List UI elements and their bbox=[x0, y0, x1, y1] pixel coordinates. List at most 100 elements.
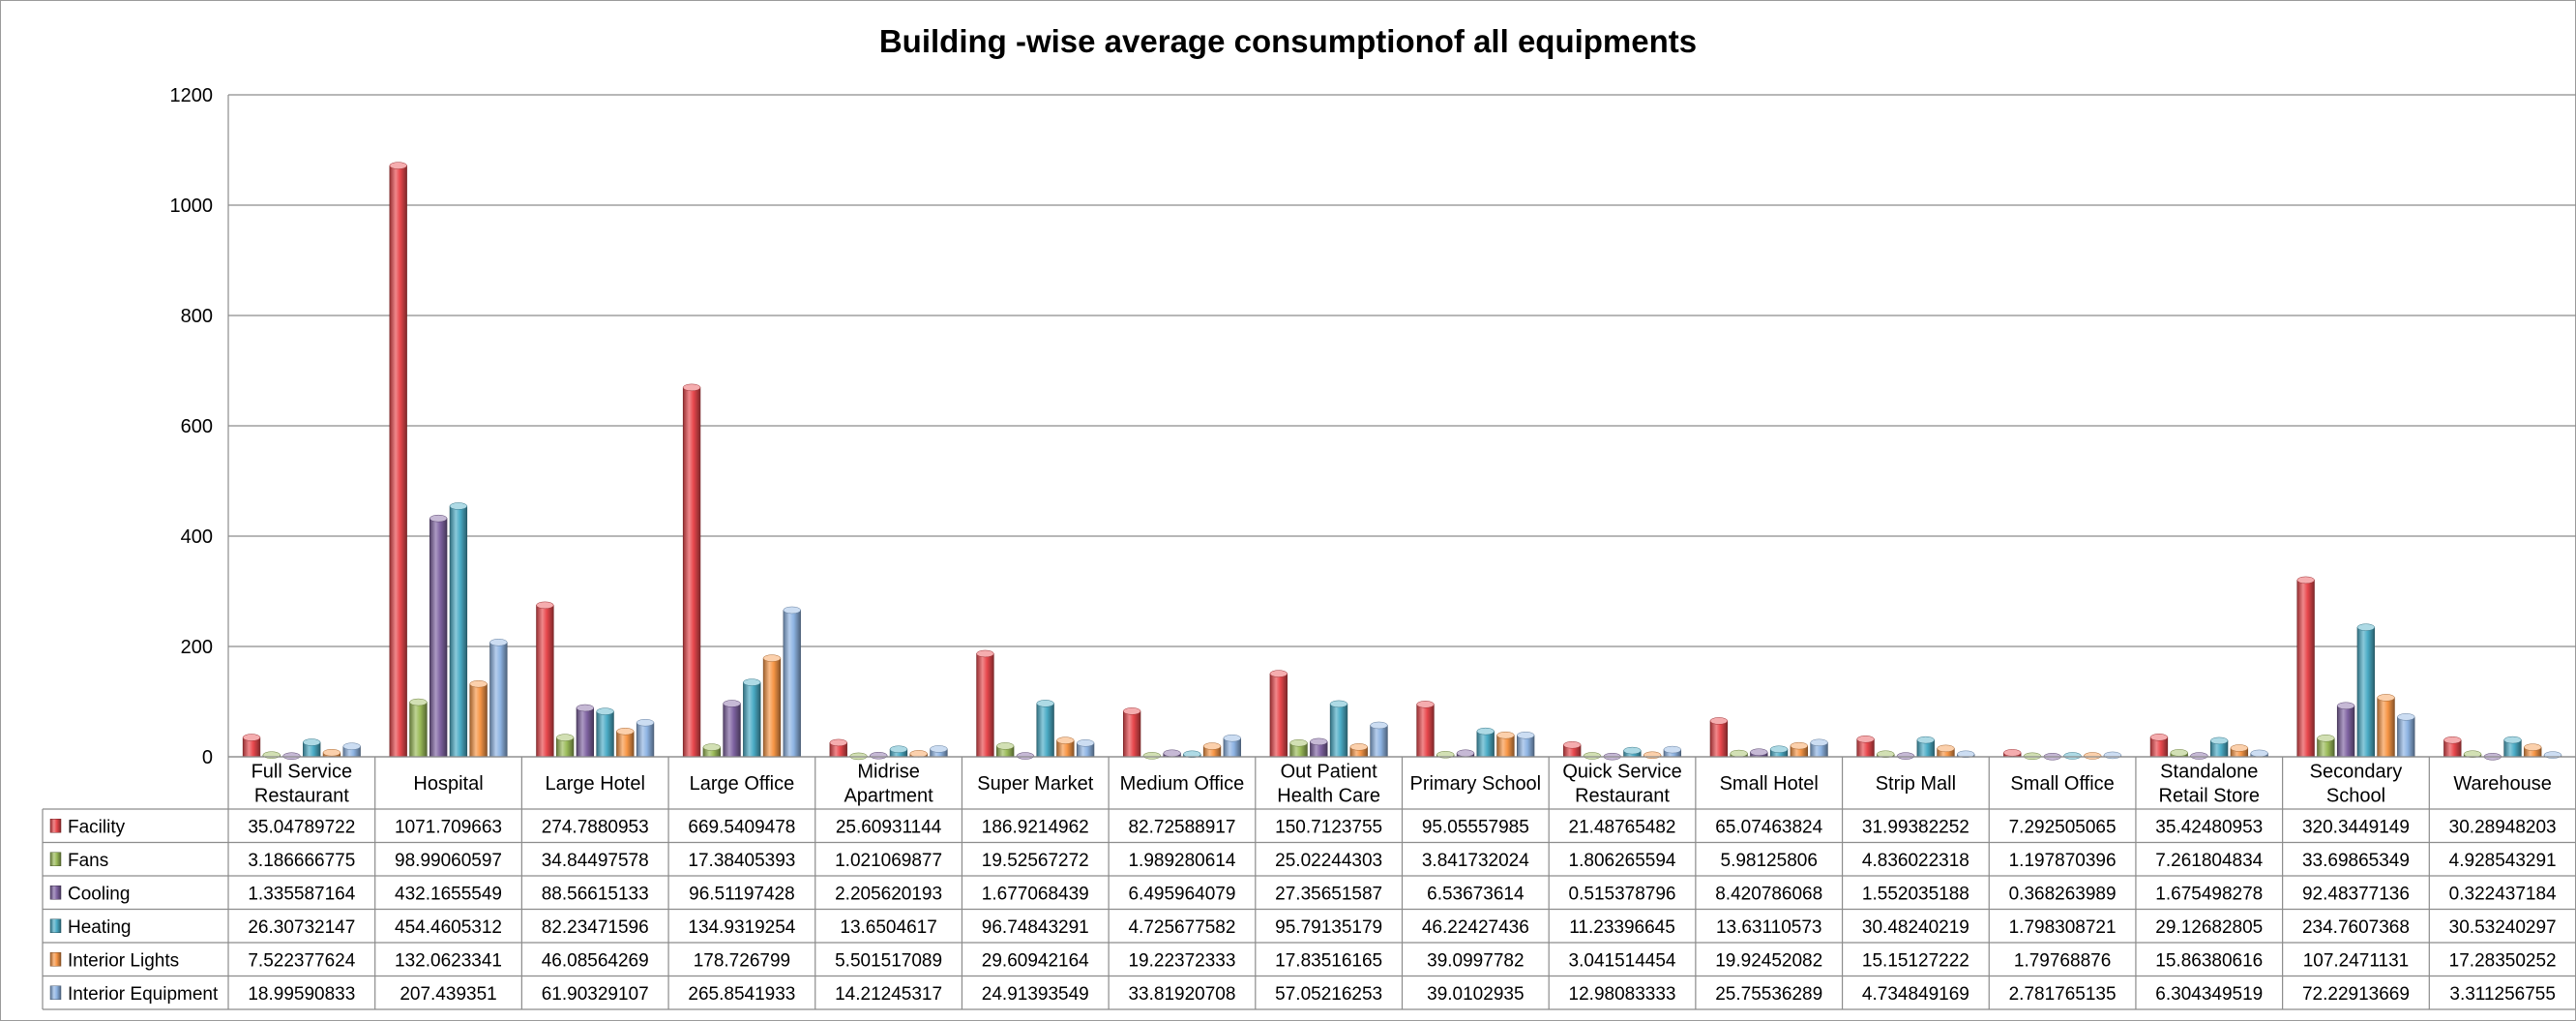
bar bbox=[2377, 697, 2395, 758]
x-category-label: Large Hotel bbox=[546, 773, 645, 795]
bar bbox=[2397, 716, 2415, 758]
bar bbox=[2296, 580, 2315, 758]
data-label: 2.781765135 bbox=[2009, 984, 2117, 1005]
data-label: 1.021069877 bbox=[835, 851, 942, 871]
y-tick-label: 1200 bbox=[170, 85, 214, 106]
bar bbox=[1370, 725, 1388, 758]
data-label: 17.38405393 bbox=[688, 851, 795, 871]
legend-label: Cooling bbox=[68, 884, 130, 904]
bar-top bbox=[723, 700, 741, 707]
data-label: 29.12682805 bbox=[2155, 917, 2263, 938]
bar-top bbox=[2084, 752, 2102, 760]
bar bbox=[723, 703, 741, 758]
data-label: 1.677068439 bbox=[982, 884, 1089, 904]
data-label: 3.311256755 bbox=[2449, 984, 2556, 1005]
legend-key bbox=[49, 852, 62, 866]
bar-top bbox=[2463, 750, 2482, 758]
data-label: 0.368263989 bbox=[2009, 884, 2117, 904]
data-label: 5.501517089 bbox=[835, 950, 942, 971]
bar bbox=[409, 702, 428, 758]
bar bbox=[1036, 703, 1054, 758]
data-label: 13.63110573 bbox=[1716, 917, 1822, 938]
bar bbox=[429, 518, 448, 758]
data-label: 0.515378796 bbox=[1569, 884, 1676, 904]
data-label: 30.28948203 bbox=[2449, 817, 2557, 837]
data-label: 4.725677582 bbox=[1128, 917, 1235, 938]
bar bbox=[1269, 673, 1288, 758]
x-category-label: Standalone bbox=[2160, 762, 2258, 783]
bar-top bbox=[389, 162, 407, 169]
data-label: 7.292505065 bbox=[2009, 817, 2117, 837]
data-label: 2.205620193 bbox=[835, 884, 942, 904]
bar-top bbox=[1856, 736, 1875, 743]
legend-label: Facility bbox=[68, 817, 126, 837]
bar-top bbox=[870, 751, 888, 760]
bar-top bbox=[2230, 744, 2248, 752]
bar-top bbox=[469, 679, 488, 688]
x-category-label: Health Care bbox=[1277, 786, 1380, 807]
data-label: 13.6504617 bbox=[840, 917, 936, 938]
x-category-label: Small Office bbox=[2010, 773, 2114, 795]
x-category-label: Quick Service bbox=[1562, 762, 1681, 783]
bar-top bbox=[1790, 741, 1808, 750]
bar-top bbox=[596, 707, 614, 715]
bar-top bbox=[889, 745, 908, 753]
data-label: 72.22913669 bbox=[2302, 984, 2410, 1005]
bar-top bbox=[1476, 727, 1495, 736]
bar bbox=[636, 722, 655, 758]
bar-top bbox=[1310, 737, 1328, 746]
data-label: 95.05557985 bbox=[1422, 817, 1529, 837]
bar bbox=[1476, 731, 1495, 758]
y-tick-label: 1000 bbox=[170, 195, 214, 217]
y-tick-label: 400 bbox=[181, 526, 213, 548]
bar bbox=[682, 387, 701, 758]
data-label: 29.60942164 bbox=[982, 950, 1089, 971]
bar-top bbox=[743, 678, 761, 686]
legend-key bbox=[49, 886, 62, 900]
bar-top bbox=[2397, 713, 2415, 721]
data-label: 39.0102935 bbox=[1427, 984, 1524, 1005]
data-label: 6.304349519 bbox=[2155, 984, 2263, 1005]
data-label: 186.9214962 bbox=[982, 817, 1089, 837]
data-label: 24.91393549 bbox=[982, 984, 1089, 1005]
data-label: 1.335587164 bbox=[248, 884, 355, 904]
data-label: 17.28350252 bbox=[2449, 950, 2557, 971]
bar-top bbox=[996, 742, 1015, 750]
bar-top bbox=[2250, 749, 2268, 758]
bar-top bbox=[262, 751, 281, 759]
data-label: 17.83516165 bbox=[1275, 950, 1382, 971]
data-label: 1.806265594 bbox=[1569, 851, 1676, 871]
data-label: 6.53673614 bbox=[1427, 884, 1525, 904]
data-label: 30.53240297 bbox=[2449, 917, 2557, 938]
bar bbox=[536, 605, 554, 758]
bar bbox=[1329, 704, 1348, 758]
bar-top bbox=[1123, 707, 1141, 715]
bar-top bbox=[2063, 752, 2082, 760]
bar-top bbox=[2336, 702, 2355, 710]
data-label: 15.15127222 bbox=[1862, 950, 1969, 971]
bar bbox=[389, 165, 407, 758]
data-label: 669.5409478 bbox=[688, 817, 795, 837]
bar-top bbox=[1643, 751, 1662, 760]
bar bbox=[489, 642, 508, 758]
bar-top bbox=[1416, 701, 1435, 708]
bar-top bbox=[1016, 752, 1035, 760]
data-label: 3.186666775 bbox=[248, 851, 355, 871]
data-label: 30.48240219 bbox=[1862, 917, 1969, 938]
x-category-label: Restaurant bbox=[254, 786, 349, 807]
data-label: 82.72588917 bbox=[1128, 817, 1235, 837]
bar-top bbox=[1163, 749, 1181, 758]
data-label: 34.84497578 bbox=[542, 851, 649, 871]
x-category-label: Medium Office bbox=[1120, 773, 1245, 795]
bar-top bbox=[976, 649, 994, 658]
data-label: 26.30732147 bbox=[248, 917, 355, 938]
data-label: 8.420786068 bbox=[1715, 884, 1822, 904]
data-label: 432.1655549 bbox=[395, 884, 502, 904]
data-label: 46.22427436 bbox=[1422, 917, 1529, 938]
bar bbox=[1122, 710, 1141, 758]
data-label: 35.42480953 bbox=[2155, 817, 2263, 837]
chart-title: Building -wise average consumptionof all… bbox=[878, 23, 1698, 59]
data-label: 4.928543291 bbox=[2449, 851, 2557, 871]
data-label: 19.92452082 bbox=[1715, 950, 1822, 971]
